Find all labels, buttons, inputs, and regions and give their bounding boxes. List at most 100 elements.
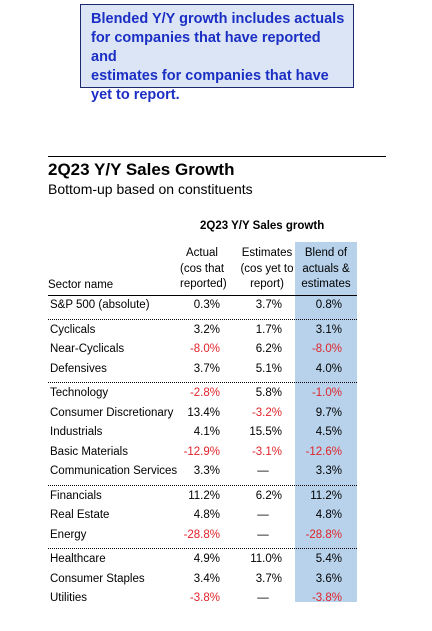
estimates-value: 6.2%: [255, 343, 282, 355]
callout-line: yet to report.: [91, 87, 180, 103]
actual-value: 4.8%: [193, 509, 220, 521]
sector-name: Energy: [50, 528, 87, 541]
group-separator: [48, 484, 357, 486]
header-estimates-line: (cos yet to: [240, 262, 294, 275]
table-row: Near-Cyclicals -8.0% 6.2% -8.0%: [0, 341, 432, 357]
sector-name: Utilities: [50, 592, 88, 604]
header-sector-name: Sector name: [48, 279, 114, 291]
estimates-value: —: [257, 528, 269, 541]
blend-value: -28.8%: [305, 528, 342, 541]
estimates-value: 11.0%: [250, 553, 282, 565]
table-row: Financials 11.2% 6.2% 11.2%: [0, 488, 432, 504]
header-actual-line: (cos that: [180, 262, 225, 275]
table-row: S&P 500 (absolute) 0.3% 3.7% 0.8%: [0, 297, 432, 313]
estimates-value: 5.1%: [255, 362, 282, 375]
actual-value: -3.8%: [189, 592, 220, 604]
actual-value: -12.9%: [183, 445, 220, 458]
estimates-value: 3.7%: [255, 299, 282, 311]
header-estimates: Estimates (cos yet to report): [238, 246, 296, 293]
group-separator: [48, 318, 357, 320]
actual-value: 3.7%: [193, 362, 220, 375]
table-row: Utilities -3.8% — -3.8%: [0, 590, 432, 606]
sector-name: Consumer Staples: [50, 572, 145, 585]
actual-value: 3.4%: [193, 572, 220, 585]
estimates-value: 3.7%: [255, 572, 282, 585]
actual-value: 11.2%: [188, 489, 220, 502]
exhibit-title: 2Q23 Y/Y Sales Growth: [48, 160, 235, 179]
sector-name: Near-Cyclicals: [50, 343, 125, 355]
blend-value: 9.7%: [315, 406, 342, 419]
blend-value: 3.6%: [315, 572, 342, 585]
header-estimates-line: report): [250, 278, 284, 290]
blend-value: -3.8%: [311, 592, 342, 604]
blend-value: 4.0%: [315, 362, 342, 375]
header-blend-line: Blend of: [304, 247, 348, 259]
table-row: Technology -2.8% 5.8% -1.0%: [0, 385, 432, 401]
header-actual-line: reported): [180, 278, 227, 290]
estimates-value: 5.8%: [255, 387, 282, 399]
header-estimates-line: Estimates: [241, 247, 293, 259]
blend-value: 5.4%: [315, 553, 342, 565]
sector-name: Industrials: [50, 426, 103, 438]
sector-name: Healthcare: [50, 553, 106, 565]
table-row: Defensives 3.7% 5.1% 4.0%: [0, 361, 432, 377]
actual-value: 0.3%: [193, 299, 220, 311]
table-title: 2Q23 Y/Y Sales growth: [200, 220, 325, 232]
blend-value: 4.5%: [315, 426, 342, 438]
sector-name: Real Estate: [50, 509, 110, 521]
sector-name: Financials: [50, 489, 102, 502]
table-row: Consumer Staples 3.4% 3.7% 3.6%: [0, 571, 432, 587]
table-row: Consumer Discretionary 13.4% -3.2% 9.7%: [0, 405, 432, 421]
callout-line: for companies that have reported and: [91, 30, 321, 65]
sector-name: Technology: [50, 387, 109, 399]
estimates-value: 15.5%: [249, 426, 282, 438]
estimates-value: —: [257, 465, 269, 477]
sector-name: Basic Materials: [50, 445, 128, 458]
actual-value: 13.4%: [187, 406, 220, 419]
estimates-value: 1.7%: [255, 323, 282, 336]
callout-box: Blended Y/Y growth includes actuals for …: [80, 4, 354, 103]
blend-value: -8.0%: [311, 343, 342, 355]
blend-value: -1.0%: [311, 387, 342, 399]
estimates-value: -3.1%: [251, 445, 282, 458]
title-rule: [48, 156, 386, 157]
estimates-value: -3.2%: [251, 406, 282, 419]
blend-value: 3.3%: [315, 465, 342, 477]
blend-value: 4.8%: [315, 509, 342, 521]
sector-name: S&P 500 (absolute): [50, 299, 150, 311]
actual-value: -2.8%: [189, 387, 220, 399]
sector-name: Cyclicals: [50, 323, 96, 336]
sector-name: Communication Services: [50, 465, 178, 477]
callout-line: Blended Y/Y growth includes actuals: [91, 11, 345, 27]
estimates-value: 6.2%: [255, 489, 282, 502]
blend-column-highlight: [295, 242, 357, 602]
blend-value: 0.8%: [315, 299, 342, 311]
table-row: Basic Materials -12.9% -3.1% -12.6%: [0, 444, 432, 460]
blend-value: 3.1%: [315, 323, 342, 336]
blend-value: 11.2%: [310, 489, 342, 502]
actual-value: 3.3%: [193, 465, 220, 477]
table-row: Energy -28.8% — -28.8%: [0, 527, 432, 543]
exhibit-subtitle: Bottom-up based on constituents: [48, 181, 253, 197]
actual-value: 4.9%: [193, 553, 220, 565]
header-blend-line: estimates: [301, 278, 351, 290]
actual-value: -8.0%: [189, 343, 220, 355]
actual-value: 4.1%: [193, 426, 220, 438]
actual-value: -28.8%: [183, 528, 220, 541]
table-row: Healthcare 4.9% 11.0% 5.4%: [0, 551, 432, 567]
estimates-value: —: [257, 509, 269, 521]
header-actual: Actual (cos that reported): [180, 246, 227, 293]
header-blend: Blend of actuals & estimates: [296, 246, 356, 293]
table-row: Real Estate 4.8% — 4.8%: [0, 507, 432, 523]
header-actual-line: Actual: [186, 247, 218, 259]
group-separator: [48, 382, 357, 383]
header-blend-line: actuals &: [302, 262, 350, 275]
sector-name: Defensives: [50, 362, 107, 375]
callout-line: estimates for companies that have: [91, 68, 329, 84]
blend-value: -12.6%: [305, 445, 342, 458]
header-separator: [48, 295, 357, 296]
table-row: Communication Services 3.3% — 3.3%: [0, 463, 432, 479]
group-separator: [48, 548, 357, 549]
table-row: Cyclicals 3.2% 1.7% 3.1%: [0, 322, 432, 338]
actual-value: 3.2%: [193, 323, 220, 336]
